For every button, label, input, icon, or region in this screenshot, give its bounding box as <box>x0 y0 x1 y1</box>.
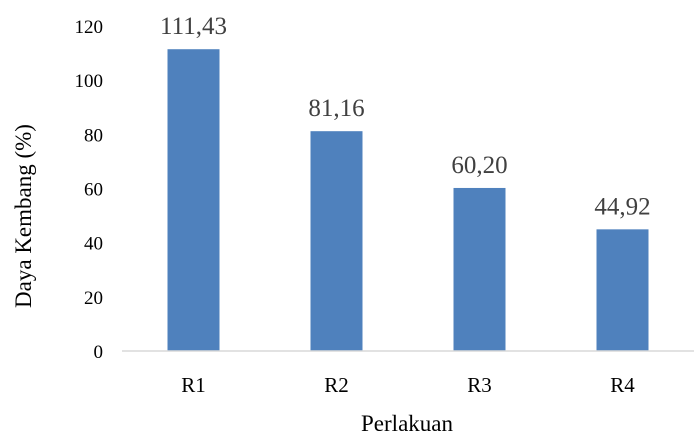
x-tick-label-r4: R4 <box>610 373 635 397</box>
x-tick-label-r1: R1 <box>181 373 206 397</box>
y-tick-label: 0 <box>94 342 104 363</box>
y-tick-label: 20 <box>84 288 103 309</box>
bar-r4 <box>596 229 649 351</box>
bar-r2 <box>310 131 363 351</box>
y-tick-label: 100 <box>75 71 104 92</box>
data-label-r1: 111,43 <box>160 13 227 40</box>
y-axis-ticks: 0 20 40 60 80 100 120 <box>75 17 104 363</box>
x-axis-title: Perlakuan <box>361 411 453 436</box>
data-label-r3: 60,20 <box>451 152 507 179</box>
data-label-r4: 44,92 <box>594 193 650 220</box>
y-tick-label: 120 <box>75 17 104 38</box>
bar-r1 <box>167 49 220 351</box>
bars <box>167 49 649 351</box>
y-tick-label: 40 <box>84 234 103 255</box>
x-axis-ticks: R1 R2 R3 R4 <box>181 373 635 397</box>
data-label-r2: 81,16 <box>308 95 364 122</box>
y-tick-label: 60 <box>84 180 103 201</box>
x-tick-label-r3: R3 <box>467 373 492 397</box>
y-axis-title: Daya Kembang (%) <box>11 124 36 308</box>
bar-r3 <box>453 187 506 351</box>
data-labels: 111,43 81,16 60,20 44,92 <box>160 13 651 220</box>
x-tick-label-r2: R2 <box>324 373 349 397</box>
y-tick-label: 80 <box>84 125 103 146</box>
